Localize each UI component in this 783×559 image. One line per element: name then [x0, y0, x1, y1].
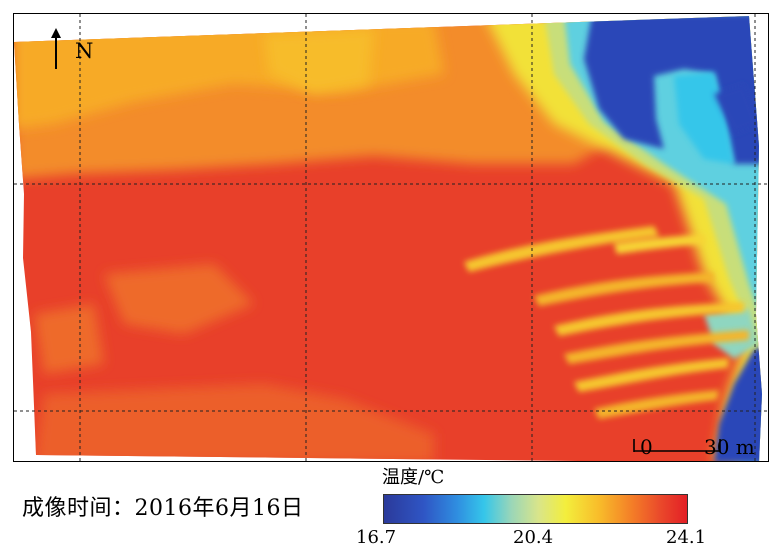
- north-arrow-icon: [51, 28, 61, 69]
- legend-min-label: 16.7: [356, 527, 397, 548]
- scale-end-label: 30 m: [704, 435, 755, 459]
- temperature-colorbar: [383, 494, 688, 524]
- capture-time-caption: 成像时间：2016年6月16日: [22, 496, 304, 521]
- legend-title: 温度/℃: [382, 467, 445, 488]
- scale-bar: [633, 439, 721, 452]
- streaks: [464, 226, 749, 419]
- temperature-raster: [14, 14, 768, 461]
- scale-start-label: 0: [640, 435, 653, 459]
- graticule: [14, 14, 768, 461]
- map-frame: N 0 30 m: [13, 13, 769, 462]
- survey-area: [14, 16, 762, 461]
- legend-max-label: 24.1: [666, 527, 707, 548]
- legend-mid-label: 20.4: [513, 527, 554, 548]
- north-label: N: [75, 39, 94, 63]
